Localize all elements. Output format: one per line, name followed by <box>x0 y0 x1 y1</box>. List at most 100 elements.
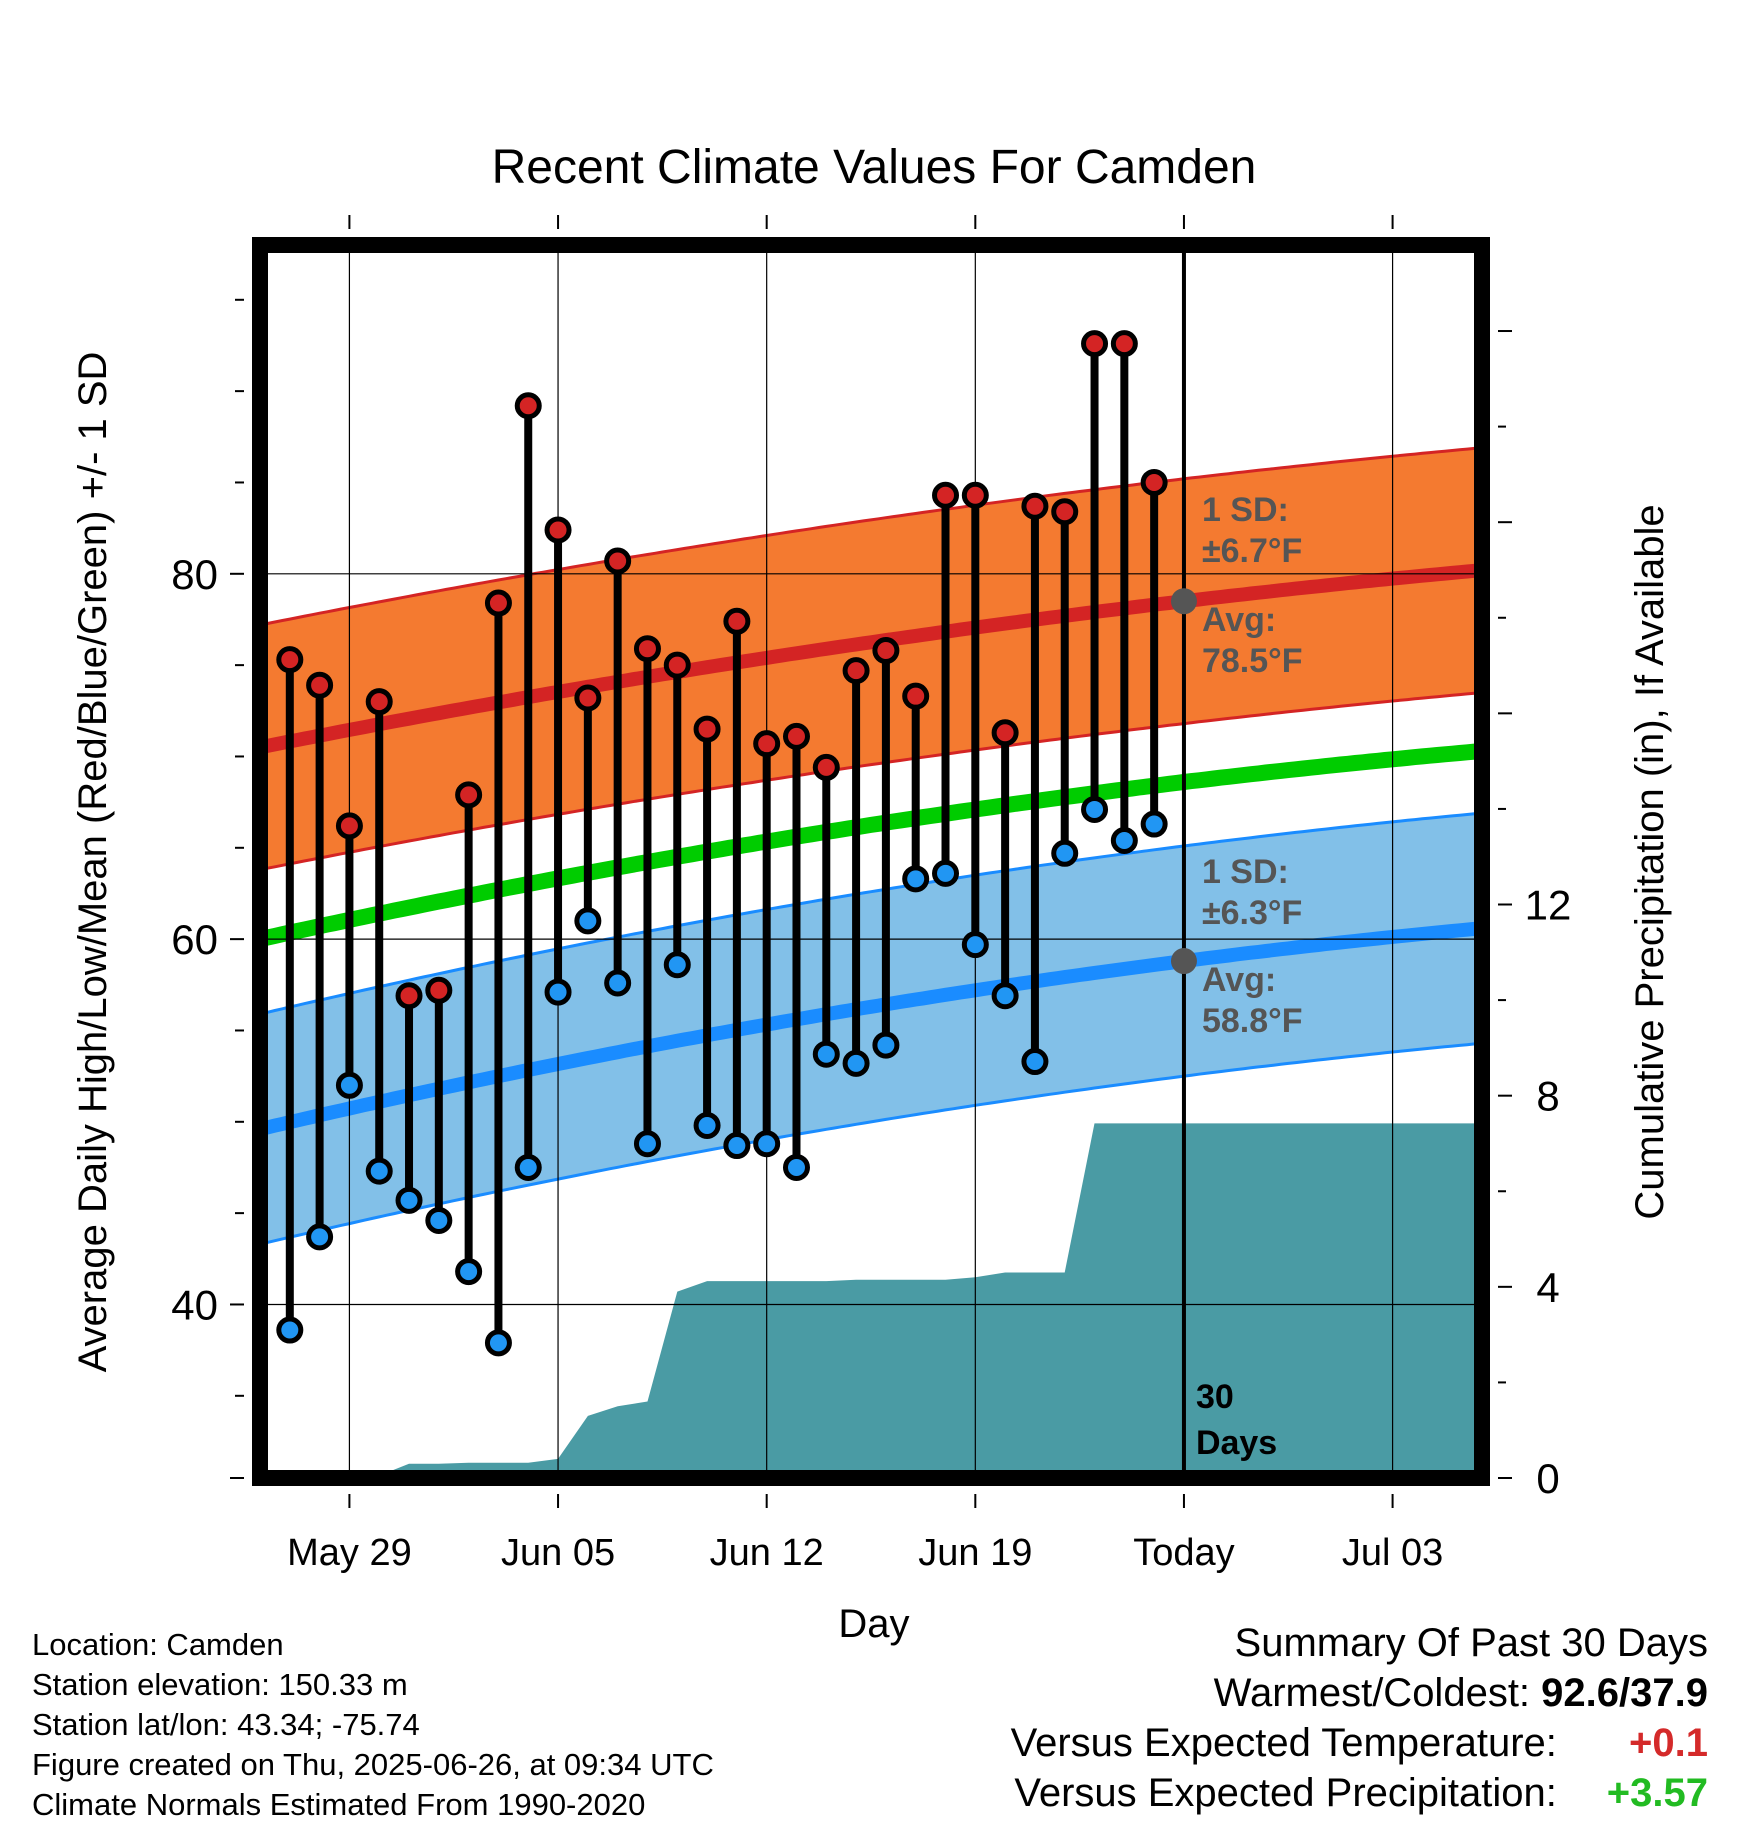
today-low-avg-marker <box>1170 948 1197 975</box>
x-tick-label: Jun 12 <box>710 1532 824 1574</box>
latlon-text: Station lat/lon: 43.34; -75.74 <box>32 1707 420 1742</box>
low-sd-band <box>260 813 1482 1245</box>
warm-cold-value: 92.6/37.9 <box>1541 1671 1708 1715</box>
daily-low-point <box>335 1071 363 1099</box>
precip-area <box>260 1123 1482 1478</box>
daily-low-point <box>574 907 602 935</box>
location-text: Location: Camden <box>32 1627 284 1662</box>
plot-frame <box>252 237 1490 1486</box>
daily-high-point <box>812 753 840 781</box>
precip-label: Versus Expected Precipitation: <box>1014 1771 1557 1815</box>
low-sd-label: 1 SD: <box>1202 853 1289 891</box>
x-tick-label: Jun 05 <box>501 1532 615 1574</box>
today-high-avg-marker <box>1170 588 1197 615</box>
y-tick-label: 40 <box>171 1281 218 1328</box>
y-tick-label: 80 <box>171 551 218 598</box>
daily-low-point <box>306 1223 334 1251</box>
warm-cold-label: Warmest/Coldest: <box>1213 1671 1531 1715</box>
daily-high-point <box>1081 330 1109 358</box>
daily-high-point <box>842 657 870 685</box>
x-tick-label: Today <box>1133 1532 1234 1574</box>
daily-high-point <box>782 722 810 750</box>
daily-low-point <box>693 1111 721 1139</box>
y2-tick-label: 8 <box>1536 1073 1559 1120</box>
summary-precip: Versus Expected Precipitation: +3.57 <box>1011 1768 1708 1818</box>
chart-title: Recent Climate Values For Camden <box>492 141 1257 194</box>
daily-high-point <box>276 646 304 674</box>
x-axis-label: Day <box>838 1602 909 1646</box>
daily-low-point <box>723 1132 751 1160</box>
low-sd-upper-line <box>260 811 1482 1016</box>
high-sd-upper-line <box>260 446 1482 627</box>
daily-high-point <box>961 481 989 509</box>
daily-high-point <box>693 715 721 743</box>
daily-high-point <box>604 547 632 575</box>
daily-low-point <box>365 1157 393 1185</box>
daily-high-point <box>932 481 960 509</box>
daily-low-point <box>782 1153 810 1181</box>
daily-low-point <box>1021 1048 1049 1076</box>
daily-low-point <box>872 1031 900 1059</box>
daily-high-point <box>902 682 930 710</box>
x-tick-label: May 29 <box>287 1532 412 1574</box>
daily-low-point <box>455 1258 483 1286</box>
y2-tick-label: 0 <box>1536 1455 1559 1502</box>
daily-high-point <box>425 976 453 1004</box>
low-sd-value: ±6.3°F <box>1202 894 1302 932</box>
daily-low-point <box>842 1049 870 1077</box>
daily-low-point <box>484 1329 512 1357</box>
low-avg-label: Avg: <box>1202 961 1276 999</box>
daily-high-point <box>1051 498 1079 526</box>
daily-low-point <box>663 951 691 979</box>
daily-low-point <box>1110 826 1138 854</box>
daily-high-point <box>514 392 542 420</box>
temp-value: +0.1 <box>1629 1721 1708 1765</box>
days-label-number: 30 <box>1196 1378 1234 1416</box>
y2-axis-label: Cumulative Precipitation (in), If Availa… <box>1628 504 1672 1219</box>
daily-high-point <box>544 516 572 544</box>
y-axis-label: Average Daily High/Low/Mean (Red/Blue/Gr… <box>71 352 115 1373</box>
daily-low-point <box>932 859 960 887</box>
low-sd-lower-line <box>260 1041 1482 1246</box>
days-label-text: Days <box>1196 1424 1277 1462</box>
created-text: Figure created on Thu, 2025-06-26, at 09… <box>32 1747 714 1782</box>
daily-high-point <box>991 719 1019 747</box>
daily-high-point <box>633 635 661 663</box>
x-tick-label: Jun 19 <box>918 1532 1032 1574</box>
daily-low-point <box>902 865 930 893</box>
normal-high-line <box>260 563 1482 755</box>
precip-value: +3.57 <box>1606 1771 1708 1815</box>
x-tick-label: Jul 03 <box>1342 1532 1443 1574</box>
daily-low-point <box>1081 795 1109 823</box>
daily-high-point <box>395 982 423 1010</box>
daily-high-point <box>663 651 691 679</box>
summary-panel: Summary Of Past 30 Days Warmest/Coldest:… <box>1011 1618 1708 1818</box>
daily-low-point <box>544 978 572 1006</box>
high-sd-label: 1 SD: <box>1202 491 1289 529</box>
daily-high-point <box>1140 468 1168 496</box>
elevation-text: Station elevation: 150.33 m <box>32 1667 408 1702</box>
daily-low-point <box>1051 839 1079 867</box>
daily-high-point <box>1021 492 1049 520</box>
daily-low-point <box>812 1040 840 1068</box>
daily-high-point <box>872 637 900 665</box>
y2-tick-label: 4 <box>1536 1264 1559 1311</box>
high-sd-lower-line <box>260 691 1482 872</box>
y-tick-label: 60 <box>171 916 218 963</box>
daily-low-point <box>991 982 1019 1010</box>
daily-low-point <box>276 1316 304 1344</box>
temp-label: Versus Expected Temperature: <box>1010 1721 1557 1765</box>
daily-high-point <box>574 684 602 712</box>
daily-high-point <box>753 730 781 758</box>
station-info: Location: Camden Station elevation: 150.… <box>32 1625 714 1825</box>
daily-low-point <box>961 931 989 959</box>
daily-high-point <box>335 812 363 840</box>
high-avg-value: 78.5°F <box>1202 642 1303 680</box>
high-sd-band <box>260 447 1482 870</box>
high-sd-value: ±6.7°F <box>1202 532 1302 570</box>
normals-text: Climate Normals Estimated From 1990-2020 <box>32 1787 646 1822</box>
normal-mean-line <box>260 743 1482 947</box>
daily-high-point <box>484 589 512 617</box>
